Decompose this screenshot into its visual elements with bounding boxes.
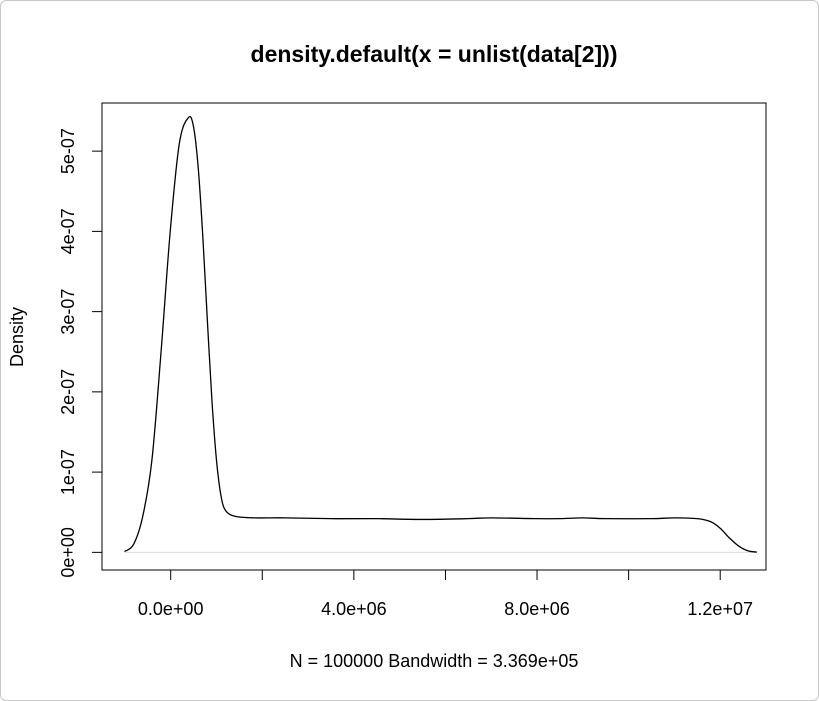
y-tick-label: 4e-07 xyxy=(58,208,78,254)
plot-area-box xyxy=(101,102,767,571)
y-axis-label: Density xyxy=(7,307,27,367)
y-axis: 0e+00 1e-07 2e-07 3e-07 4e-07 5e-07 xyxy=(58,128,103,578)
x-tick-label: 8.0e+06 xyxy=(504,599,570,619)
x-tick-label: 1.2e+07 xyxy=(687,599,753,619)
y-tick-label: 1e-07 xyxy=(58,449,78,495)
y-tick-label: 5e-07 xyxy=(58,128,78,174)
y-tick-label: 2e-07 xyxy=(58,369,78,415)
series-layer xyxy=(124,116,757,553)
y-tick-label: 3e-07 xyxy=(58,289,78,335)
x-axis: 0.0e+00 4.0e+06 8.0e+06 1.2e+07 xyxy=(138,569,753,619)
x-axis-label: N = 100000 Bandwidth = 3.369e+05 xyxy=(290,651,579,671)
density-curve xyxy=(124,116,757,553)
x-tick-label: 0.0e+00 xyxy=(138,599,204,619)
chart-title: density.default(x = unlist(data[2])) xyxy=(251,41,618,67)
x-tick-label: 4.0e+06 xyxy=(321,599,387,619)
y-tick-label: 0e+00 xyxy=(58,527,78,578)
